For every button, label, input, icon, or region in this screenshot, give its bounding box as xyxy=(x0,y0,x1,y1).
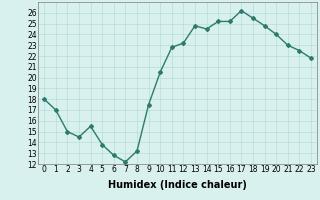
X-axis label: Humidex (Indice chaleur): Humidex (Indice chaleur) xyxy=(108,180,247,190)
